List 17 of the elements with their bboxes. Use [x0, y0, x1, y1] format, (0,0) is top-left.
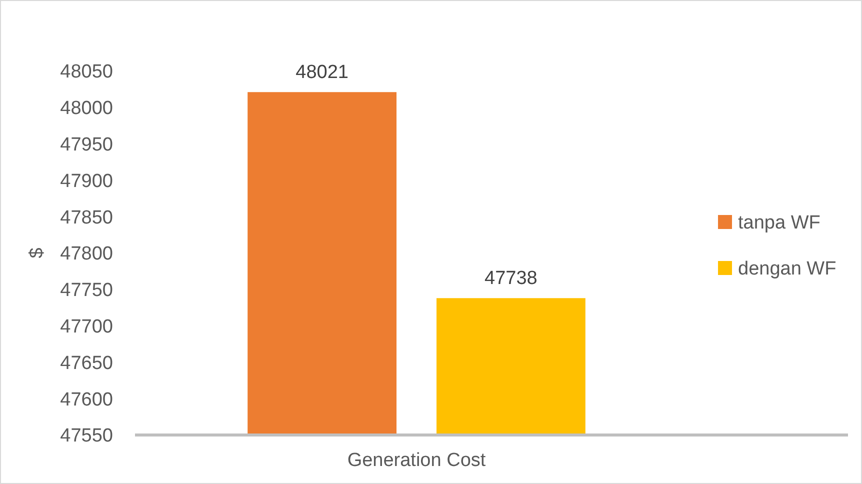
y-axis-title: $	[26, 247, 48, 258]
y-tick-label: 47900	[60, 170, 113, 192]
y-tick-label: 47750	[60, 280, 113, 302]
y-tick-label: 47550	[60, 426, 113, 447]
legend-label: tanpa WF	[738, 212, 820, 234]
y-tick-label: 48000	[60, 98, 113, 120]
y-tick-label: 47700	[60, 316, 113, 338]
y-tick-label: 47800	[60, 244, 113, 265]
data-label: 48021	[296, 62, 348, 84]
y-tick-label: 47650	[60, 352, 113, 374]
data-label: 47738	[484, 268, 538, 290]
x-tick-label: Generation Cost	[347, 450, 486, 471]
legend-label: dengan WF	[738, 258, 836, 280]
y-tick-label: 47950	[60, 134, 113, 156]
y-tick-label: 47850	[60, 207, 113, 228]
y-tick-label: 48050	[60, 62, 113, 83]
y-tick-label: 47600	[60, 389, 113, 410]
